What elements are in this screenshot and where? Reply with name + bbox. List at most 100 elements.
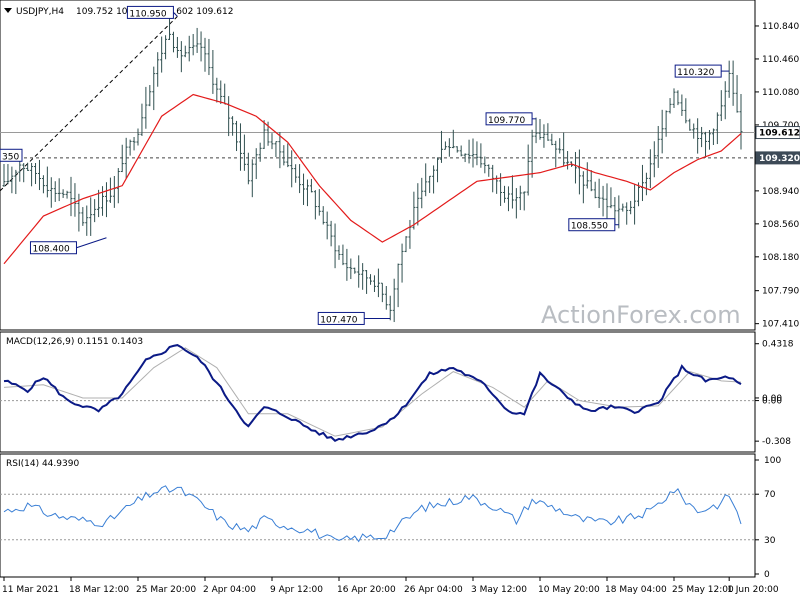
price-bar [148, 85, 152, 107]
price-bar [14, 169, 18, 195]
price-bar [396, 263, 400, 308]
annotation-label: 107.470 [320, 315, 357, 325]
price-bar [416, 183, 420, 226]
price-bar [581, 171, 585, 204]
time-axis-label: 9 Apr 12:00 [270, 585, 323, 595]
price-bar [514, 188, 518, 219]
price-bar [609, 187, 613, 209]
macd-axis-label: 0.4318 [762, 340, 794, 350]
price-bar [660, 109, 664, 154]
price-bar [388, 295, 392, 321]
price-bar [503, 185, 507, 203]
price-bar [522, 191, 526, 211]
price-bar [384, 285, 388, 310]
macd-title: MACD(12,26,9) 0.1151 0.1403 [6, 337, 143, 347]
price-bar [37, 159, 41, 191]
price-bar [692, 123, 696, 139]
price-bar [104, 182, 108, 218]
watermark: ActionForex.com [541, 301, 741, 329]
time-axis-label: 18 May 04:00 [605, 585, 667, 595]
price-axis-label: 108.180 [762, 253, 799, 263]
price-bar [270, 133, 274, 150]
price-bar [471, 138, 475, 168]
price-bar [341, 244, 345, 266]
price-bar [30, 162, 34, 187]
price-bar [207, 38, 211, 76]
price-bar [518, 185, 522, 211]
price-bar [451, 129, 455, 149]
trendline [0, 16, 178, 192]
price-bar [258, 142, 262, 162]
annotation-box [485, 112, 533, 126]
annotation-label: 110.950 [129, 9, 166, 19]
price-marker-box [755, 151, 800, 165]
price-bar [605, 183, 609, 219]
price-bar [282, 145, 286, 166]
price-bar [353, 267, 357, 274]
price-bar [688, 118, 692, 131]
price-bar [428, 175, 432, 193]
price-bar [302, 173, 306, 205]
time-axis-label: 25 Mar 20:00 [136, 585, 196, 595]
price-bar [45, 166, 49, 198]
price-bar [369, 274, 373, 285]
price-bar [286, 143, 290, 168]
price-bar [676, 90, 680, 106]
price-bar [6, 164, 10, 185]
price-bar [365, 270, 369, 294]
price-bar [542, 124, 546, 148]
price-bar [558, 138, 562, 154]
price-bar [65, 190, 69, 199]
price-bar [400, 243, 404, 283]
price-bar [116, 168, 120, 204]
price-bar [93, 199, 97, 223]
time-axis-label: 16 Apr 20:00 [337, 585, 396, 595]
price-bar [404, 236, 408, 253]
price-bar [278, 132, 282, 169]
price-bar [424, 163, 428, 197]
price-bar [10, 166, 14, 194]
time-axis-label: 11 Mar 2021 [2, 585, 59, 595]
price-bar [727, 60, 731, 98]
price-bar [203, 37, 207, 72]
price-bar [333, 223, 337, 269]
price-bar [290, 150, 294, 188]
price-bar [349, 258, 353, 280]
price-bar [704, 131, 708, 158]
price-bar [22, 163, 26, 183]
price-bar [120, 144, 124, 173]
price-bar [57, 178, 61, 202]
rsi-panel [0, 453, 756, 578]
price-bar [124, 137, 128, 179]
price-bar [215, 77, 219, 103]
price-bar [420, 177, 424, 209]
rsi-line [3, 485, 742, 543]
price-bar [26, 162, 30, 171]
price-bar [254, 148, 258, 180]
price-bar [566, 151, 570, 170]
price-bar [61, 189, 65, 198]
price-bar [506, 186, 510, 212]
symbol-dropdown-icon[interactable] [4, 8, 12, 13]
price-bar [644, 172, 648, 196]
price-bar [81, 207, 85, 226]
price-bar [128, 139, 132, 156]
price-bar [199, 31, 203, 62]
price-bar [680, 94, 684, 116]
price-marker-label: 109.612 [759, 129, 800, 139]
price-marker-label: 109.320 [759, 154, 800, 164]
price-bar [175, 36, 179, 58]
price-bar [534, 117, 538, 144]
price-bar [238, 123, 242, 171]
price-bar [487, 164, 491, 177]
price-bar [69, 176, 73, 217]
price-bar [593, 181, 597, 199]
price-bar [321, 206, 325, 225]
price-bar [546, 123, 550, 141]
price-bar [376, 268, 380, 298]
price-bar [160, 36, 164, 73]
price-bar [538, 119, 542, 140]
price-bar [152, 66, 156, 111]
price-bar [439, 130, 443, 163]
annotation-connector [76, 237, 107, 249]
